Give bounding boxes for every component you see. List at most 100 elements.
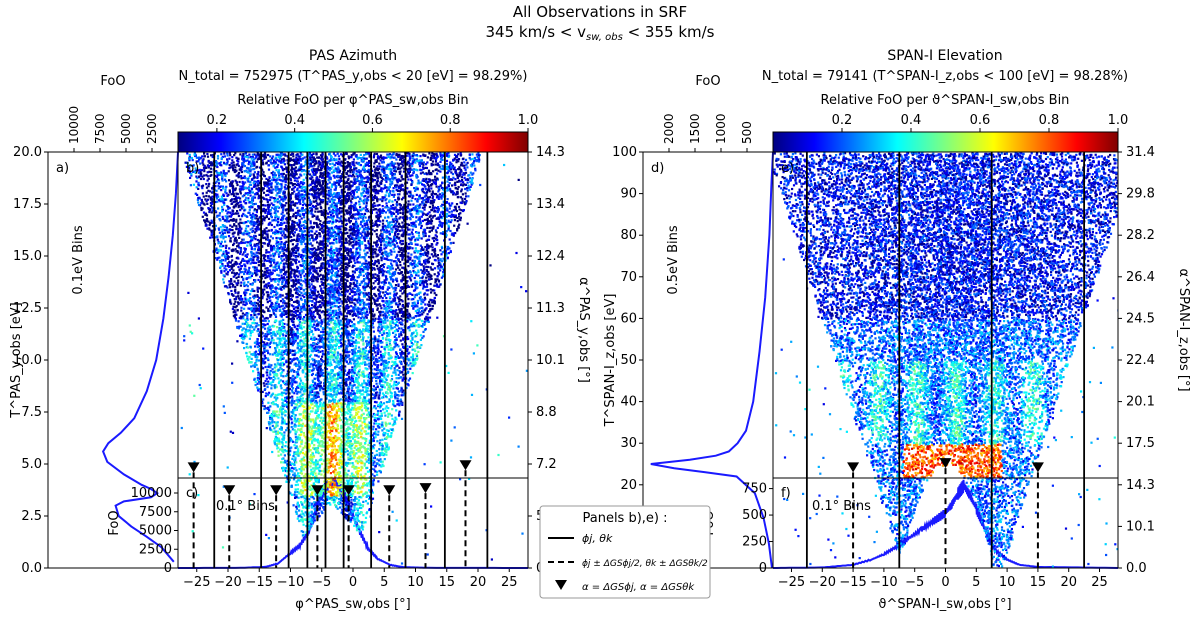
x-tick-label: 2000 — [662, 113, 676, 144]
heat-cell — [288, 453, 291, 456]
heat-cell — [378, 210, 381, 213]
heat-cell — [316, 481, 319, 484]
heat-cell — [460, 209, 463, 212]
heat-cell — [280, 245, 283, 248]
heat-cell — [336, 181, 339, 184]
heat-cell — [442, 273, 445, 276]
heat-cell — [283, 389, 286, 392]
heat-cell — [296, 242, 299, 246]
heat-cell — [380, 249, 383, 252]
heat-cell — [359, 272, 362, 275]
heat-cell — [344, 288, 347, 291]
heat-cell — [316, 226, 319, 229]
heat-cell — [330, 363, 333, 366]
heat-cell — [319, 285, 322, 288]
heat-cell — [445, 364, 448, 368]
heat-cell — [272, 176, 275, 179]
x-tick-label: 20 — [470, 575, 487, 590]
heat-cell — [293, 416, 296, 419]
heat-cell — [307, 528, 310, 531]
heat-cell — [267, 284, 270, 287]
heat-cell — [333, 427, 336, 430]
heat-cell — [308, 324, 311, 327]
heat-cell — [421, 271, 424, 274]
heat-cell — [385, 343, 388, 347]
heat-cell — [351, 366, 354, 369]
heat-cell — [508, 416, 511, 419]
heat-cell — [436, 254, 439, 257]
heat-cell — [374, 388, 377, 391]
heat-cell — [250, 168, 253, 171]
heat-cell — [268, 309, 271, 313]
heat-cell — [341, 444, 344, 447]
heat-cell — [221, 263, 224, 266]
heat-cell — [281, 337, 284, 340]
heat-cell — [387, 254, 390, 257]
heat-cell — [304, 273, 308, 276]
heat-cell — [238, 316, 241, 320]
heat-cell — [395, 519, 398, 522]
heat-cell — [473, 156, 476, 160]
x-tick-label: 0 — [941, 575, 949, 590]
heat-cell — [330, 371, 333, 374]
colorbar-tick-label: 0.8 — [440, 113, 461, 128]
heat-cell — [229, 237, 232, 240]
heat-cell — [271, 419, 274, 422]
heat-cell — [385, 369, 388, 372]
heat-cell — [356, 258, 359, 261]
heat-cell — [326, 230, 329, 233]
heat-cell — [353, 503, 356, 507]
heat-cell — [525, 369, 528, 372]
heat-cell — [380, 460, 383, 463]
heat-cell — [382, 285, 385, 289]
heat-cell — [285, 174, 288, 177]
heat-cell — [354, 261, 357, 264]
heat-cell — [426, 293, 429, 296]
heat-cell — [402, 160, 405, 163]
heat-cell — [307, 504, 310, 507]
heat-cell — [352, 449, 355, 453]
heat-cell — [337, 308, 340, 311]
heat-cell — [251, 326, 254, 329]
x-tick-label: 5 — [380, 575, 388, 590]
heat-cell — [394, 397, 397, 400]
heat-cell — [401, 403, 404, 406]
heat-cell — [391, 211, 394, 214]
heat-cell — [445, 159, 449, 162]
heat-cell — [332, 383, 335, 386]
heat-cell — [409, 359, 412, 362]
heat-cell — [317, 360, 321, 363]
heat-cell — [272, 197, 275, 200]
heat-cell — [230, 302, 233, 305]
heat-cell — [291, 428, 294, 431]
heat-cell — [434, 168, 437, 172]
y-tick-label: 40 — [620, 395, 637, 410]
heat-cell — [285, 187, 288, 190]
heat-cell — [314, 173, 317, 176]
heat-cell — [386, 243, 389, 246]
x-tick-label: −5 — [905, 575, 924, 590]
heat-cell — [382, 300, 385, 303]
heat-cell — [251, 282, 254, 285]
heat-cell — [363, 381, 366, 384]
heat-cell — [371, 354, 374, 357]
heat-cell — [188, 473, 191, 476]
heat-cell — [292, 338, 295, 341]
heat-cell — [366, 376, 369, 379]
heat-cell — [361, 220, 364, 223]
heat-cell — [460, 190, 463, 193]
heat-cell — [374, 276, 377, 279]
heat-cell — [357, 170, 360, 173]
y-tick-label: 10000 — [131, 486, 172, 501]
heat-cell — [267, 401, 270, 404]
heat-cell — [489, 264, 492, 267]
heat-cell — [237, 229, 240, 232]
heat-cell — [328, 174, 331, 177]
y-tick-label: 750 — [742, 482, 767, 497]
heat-cell — [352, 329, 355, 332]
heat-cell — [381, 357, 384, 360]
heat-cell — [285, 250, 288, 253]
heat-cell — [392, 401, 395, 404]
heat-cell — [438, 220, 441, 223]
heat-cell — [383, 353, 386, 356]
